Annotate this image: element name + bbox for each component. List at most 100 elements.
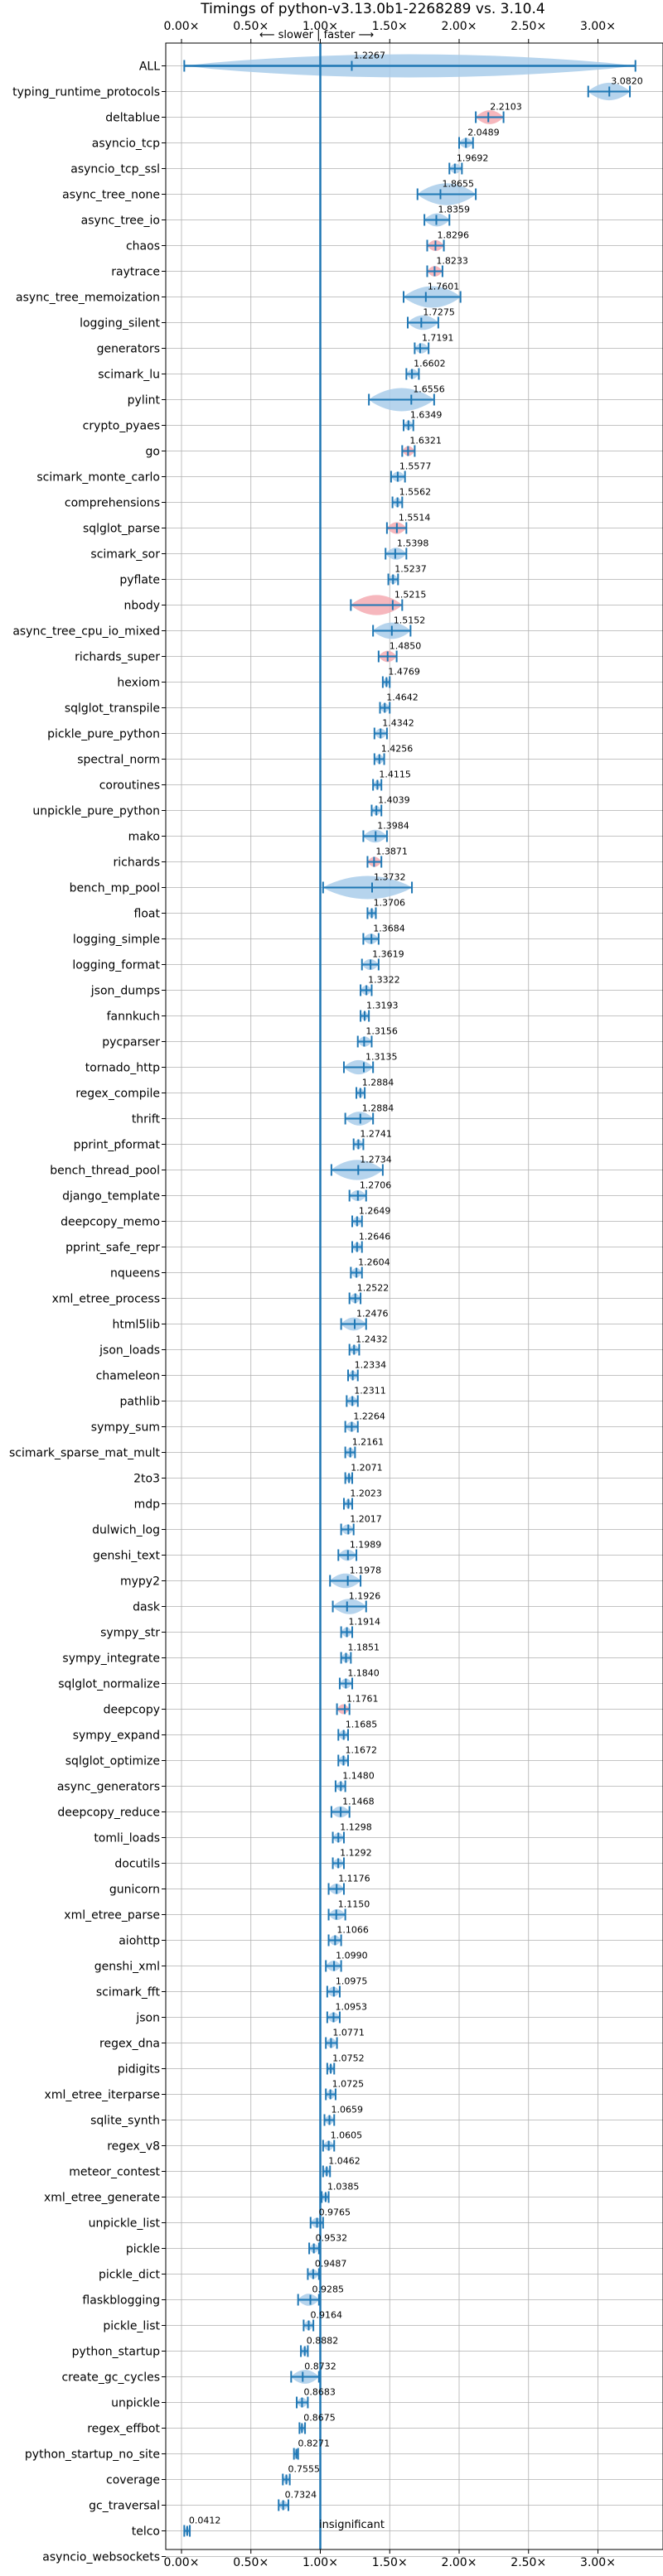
x-tick-label-bottom: 2.50× xyxy=(511,2556,546,2569)
violin-mako xyxy=(362,829,388,843)
y-tick-label: python_startup xyxy=(72,2346,160,2359)
value-label: 1.3871 xyxy=(375,847,408,857)
violin-genshi_text xyxy=(337,1549,358,1561)
y-tick-label: pathlib xyxy=(120,1396,161,1409)
violin-deepcopy_memo xyxy=(351,1215,363,1228)
violin-pidigits xyxy=(326,2062,336,2075)
y-tick-label: genshi_text xyxy=(93,1550,161,1563)
violin-async_tree_cpu_io_mixed xyxy=(372,622,412,639)
value-label: 1.2267 xyxy=(353,51,385,61)
y-tick-label: deltablue xyxy=(105,112,160,125)
y-tick-label: float xyxy=(134,908,161,921)
x-tick-label-top: 0.00× xyxy=(164,20,200,33)
value-label: 1.8359 xyxy=(438,205,471,215)
y-tick-label: crypto_pyaes xyxy=(83,420,160,433)
y-tick-label: tomli_loads xyxy=(94,1832,160,1845)
violin-sqlglot_transpile xyxy=(379,702,391,714)
violin-genshi_xml xyxy=(325,1960,342,1972)
value-label: 1.3322 xyxy=(368,975,400,986)
violin-pickle_list xyxy=(302,2319,315,2332)
violin-sqlglot_parse xyxy=(385,522,408,534)
value-label: 1.5152 xyxy=(394,615,426,626)
value-label: 1.0953 xyxy=(335,2002,367,2013)
y-tick-label: spectral_norm xyxy=(77,754,160,767)
value-label: 1.2476 xyxy=(356,1309,389,1319)
violin-deepcopy xyxy=(336,1703,351,1715)
y-tick-label: pickle xyxy=(126,2243,160,2256)
y-tick-label: xml_etree_iterparse xyxy=(45,2089,160,2102)
y-tick-label: pickle_dict xyxy=(99,2269,161,2282)
x-tick-label-bottom: 3.00× xyxy=(580,2556,616,2569)
y-tick-label: sympy_sum xyxy=(91,1421,160,1435)
violins xyxy=(183,54,636,2537)
violin-2to3 xyxy=(344,1472,354,1484)
value-label: 1.5577 xyxy=(399,461,432,472)
y-tick-label: thrift xyxy=(132,1113,161,1126)
violin-xml_etree_process xyxy=(348,1292,362,1305)
y-tick-label: raytrace xyxy=(111,266,160,279)
y-tick-label: richards xyxy=(114,856,161,870)
y-tick-label: pyflate xyxy=(119,574,160,587)
x-tick-label-top: 1.50× xyxy=(372,20,408,33)
y-tick-label: bench_thread_pool xyxy=(50,1165,160,1178)
value-label: 1.2334 xyxy=(355,1360,387,1371)
value-label: 1.1914 xyxy=(349,1617,381,1628)
y-tick-label: logging_format xyxy=(72,959,160,972)
y-tick-label: deepcopy xyxy=(104,1704,160,1717)
value-label: 1.4342 xyxy=(382,718,414,729)
violin-aiohttp xyxy=(327,1934,342,1946)
value-label: 1.4850 xyxy=(390,641,422,652)
value-label: 1.5514 xyxy=(399,513,431,523)
violin-python_startup_no_site xyxy=(293,2448,299,2460)
reference-layer xyxy=(184,43,636,2549)
violin-xml_etree_iterparse xyxy=(325,2088,336,2101)
y-tick-label: nbody xyxy=(124,600,161,613)
y-tick-label: pickle_pure_python xyxy=(47,728,160,741)
y-tick-label: tornado_http xyxy=(85,1062,160,1075)
value-label: 0.8675 xyxy=(303,2413,336,2424)
value-label: 1.1989 xyxy=(350,1540,382,1551)
violin-sympy_expand xyxy=(337,1729,349,1741)
y-tick-label: ALL xyxy=(139,60,160,74)
insignificant-annotation: insignificant xyxy=(319,2519,385,2531)
violin-telco xyxy=(183,2525,191,2537)
y-tick-label: unpickle_pure_python xyxy=(32,805,160,818)
violin-gunicorn xyxy=(327,1883,345,1895)
violin-pylint xyxy=(368,388,435,412)
value-label: 1.1468 xyxy=(342,1797,375,1807)
violin-logging_silent xyxy=(407,315,439,330)
grid-layer xyxy=(166,43,663,2557)
y-tick-label: sympy_expand xyxy=(73,1729,160,1743)
value-label: 0.9532 xyxy=(316,2233,348,2244)
value-label: 1.5237 xyxy=(394,564,426,575)
value-labels: 1.2267 3.0820 2.2103 2.0489 1.9692 1.8655 1.83… xyxy=(189,51,643,2526)
violin-mypy2 xyxy=(329,1573,362,1589)
y-tick-label: scimark_monte_carlo xyxy=(36,471,160,485)
violin-scimark_monte_carlo xyxy=(390,470,406,483)
y-tick-label: dask xyxy=(133,1601,161,1614)
value-label: 0.0412 xyxy=(189,2516,221,2526)
value-label: 1.2741 xyxy=(360,1129,392,1140)
plot-frame xyxy=(165,42,663,2550)
y-tick-label: pprint_pformat xyxy=(74,1139,161,1152)
violin-xml_etree_parse xyxy=(327,1908,346,1921)
value-label: 1.3984 xyxy=(377,821,409,832)
y-tick-label: html5lib xyxy=(113,1319,161,1332)
value-label: 1.1298 xyxy=(340,1822,372,1833)
violin-unpickle_pure_python xyxy=(370,804,383,817)
value-label: 1.0385 xyxy=(327,2182,360,2192)
value-label: 0.9765 xyxy=(319,2207,351,2218)
value-label: 1.0462 xyxy=(328,2156,361,2167)
violin-async_tree_io xyxy=(423,213,451,227)
violin-pyflate xyxy=(387,573,399,586)
violin-pprint_pformat xyxy=(352,1138,365,1151)
y-tick-label: xml_etree_process xyxy=(52,1293,160,1306)
y-tick-label: fannkuch xyxy=(107,1011,160,1024)
y-tick-label: sqlglot_normalize xyxy=(58,1678,160,1691)
y-tick-label: create_gc_cycles xyxy=(61,2371,160,2385)
value-label: 1.0975 xyxy=(336,1976,368,1987)
value-label: 1.0725 xyxy=(332,2079,365,2090)
y-tick-label: bench_mp_pool xyxy=(70,882,160,895)
value-label: 1.3135 xyxy=(365,1052,398,1063)
y-tick-label: asyncio_websockets xyxy=(42,2551,160,2564)
